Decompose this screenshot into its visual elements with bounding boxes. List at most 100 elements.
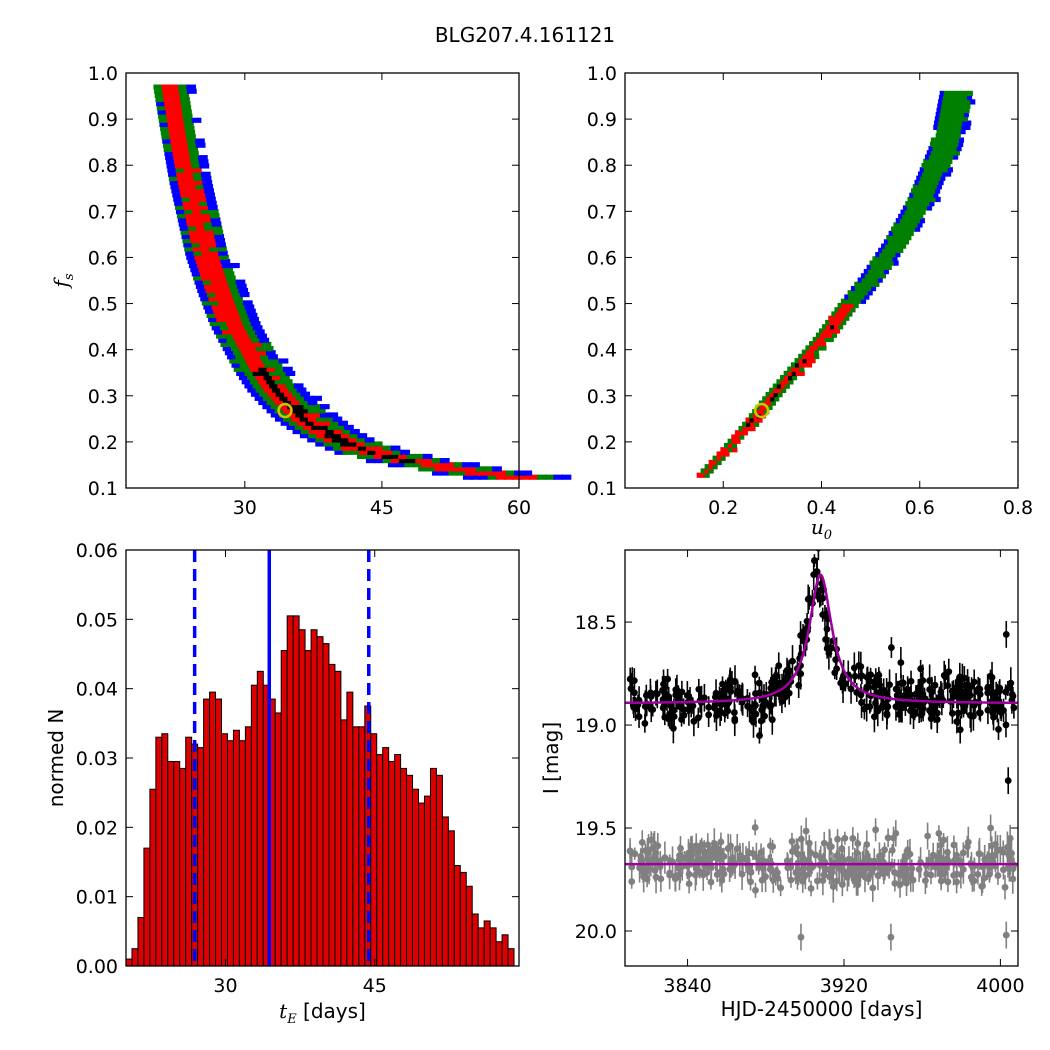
heatmap-cell (167, 121, 178, 128)
heatmap-cell (942, 150, 948, 156)
heatmap-cell (950, 99, 956, 105)
heatmap-cell (788, 379, 794, 385)
heatmap-cell (189, 150, 199, 157)
heatmap-cell (839, 311, 845, 317)
heatmap-cell (215, 267, 225, 273)
heatmap-cell (296, 387, 307, 393)
heatmap-cell (951, 112, 957, 118)
heatmap-cell (902, 205, 908, 211)
heatmap-cell (835, 311, 841, 317)
heatmap-cell (931, 196, 937, 203)
heatmap-cell (712, 455, 718, 461)
heatmap-cell (185, 175, 195, 181)
heatmap-cell (959, 90, 965, 97)
data-point (676, 703, 684, 711)
heatmap-cell (720, 447, 726, 453)
heatmap-cell (866, 281, 872, 287)
heatmap-cell (893, 243, 899, 249)
heatmap-cell (959, 95, 965, 101)
data-point (876, 863, 884, 871)
histogram-bar (238, 740, 246, 967)
heatmap-cell (184, 126, 195, 132)
heatmap-cell (329, 420, 340, 426)
heatmap-cell (475, 466, 486, 472)
heatmap-cell (210, 254, 221, 260)
heatmap-cell (247, 375, 257, 381)
heatmap-cell (954, 137, 961, 143)
heatmap-cell (308, 433, 318, 439)
histogram-bar (346, 691, 354, 967)
heatmap-cell (194, 254, 205, 260)
heatmap-cell (374, 458, 384, 464)
heatmap-cell (847, 311, 853, 317)
heatmap-cell (261, 341, 272, 347)
heatmap-cell (227, 279, 238, 285)
heatmap-cell (247, 362, 258, 368)
heatmap-cell (316, 416, 326, 422)
data-point (870, 857, 878, 865)
data-point (884, 834, 892, 842)
data-point (651, 843, 658, 851)
heatmap-cell (728, 447, 734, 453)
heatmap-cell (239, 362, 250, 368)
heatmap-cell (938, 99, 944, 105)
heatmap-cell (903, 218, 909, 224)
heatmap-cell (208, 296, 219, 302)
heatmap-cell (442, 466, 453, 472)
heatmap-cell (958, 99, 964, 105)
data-point (721, 694, 729, 702)
panel-lightcurve: 3840 3920 4000 18.5 19.0 19.5 20.0 HJD-2450000 … (539, 549, 1025, 1021)
heatmap-cell (960, 128, 966, 135)
histogram-bar (376, 754, 384, 967)
heatmap-cell (911, 226, 917, 232)
heatmap-cell (952, 107, 958, 114)
heatmap-cell (943, 90, 949, 97)
heatmap-cell (916, 209, 922, 215)
heatmap-cell (168, 171, 178, 177)
heatmap-cell (970, 99, 976, 105)
heatmap-cell (164, 105, 175, 111)
data-point (727, 842, 734, 850)
heatmap-cell (828, 336, 834, 343)
heatmap-cell (213, 287, 224, 294)
heatmap-cell (937, 103, 943, 109)
heatmap-cell (219, 279, 229, 285)
heatmap-cell (270, 404, 281, 410)
heatmap-cell (183, 167, 194, 173)
heatmap-cell (738, 430, 744, 436)
heatmap-cell (260, 383, 271, 389)
heatmap-cell (855, 290, 861, 296)
heatmap-cell (216, 296, 227, 302)
heatmap-cell (696, 472, 702, 478)
heatmap-cell (462, 474, 473, 480)
data-point (804, 856, 812, 864)
heatmap-cell (201, 175, 212, 181)
heatmap-cell (784, 379, 790, 385)
heatmap-cell (921, 171, 928, 177)
data-point (843, 873, 851, 881)
heatmap-cell (197, 196, 208, 202)
heatmap-cell (487, 474, 498, 480)
data-point (645, 865, 653, 873)
histogram-bar (280, 650, 288, 967)
heatmap-cell (390, 445, 401, 451)
data-point (881, 869, 889, 877)
heatmap-cell (184, 209, 194, 215)
heatmap-cell (943, 112, 949, 118)
heatmap-cell (179, 225, 190, 231)
heatmap-cell (931, 188, 937, 194)
heatmap-cell (735, 434, 741, 440)
heatmap-cell (875, 268, 881, 275)
heatmap-cell (175, 204, 185, 211)
heatmap-cell (924, 154, 930, 160)
heatmap-cell (295, 395, 306, 401)
heatmap-cell (374, 445, 384, 451)
x-tick-label: 0.4 (806, 497, 836, 519)
heatmap-cell (898, 247, 904, 254)
heatmap-cell (851, 290, 857, 296)
heatmap-cell (220, 258, 231, 264)
heatmap-cell (335, 424, 346, 430)
data-point (987, 824, 995, 832)
data-point (883, 689, 891, 697)
heatmap-cell (215, 238, 226, 244)
